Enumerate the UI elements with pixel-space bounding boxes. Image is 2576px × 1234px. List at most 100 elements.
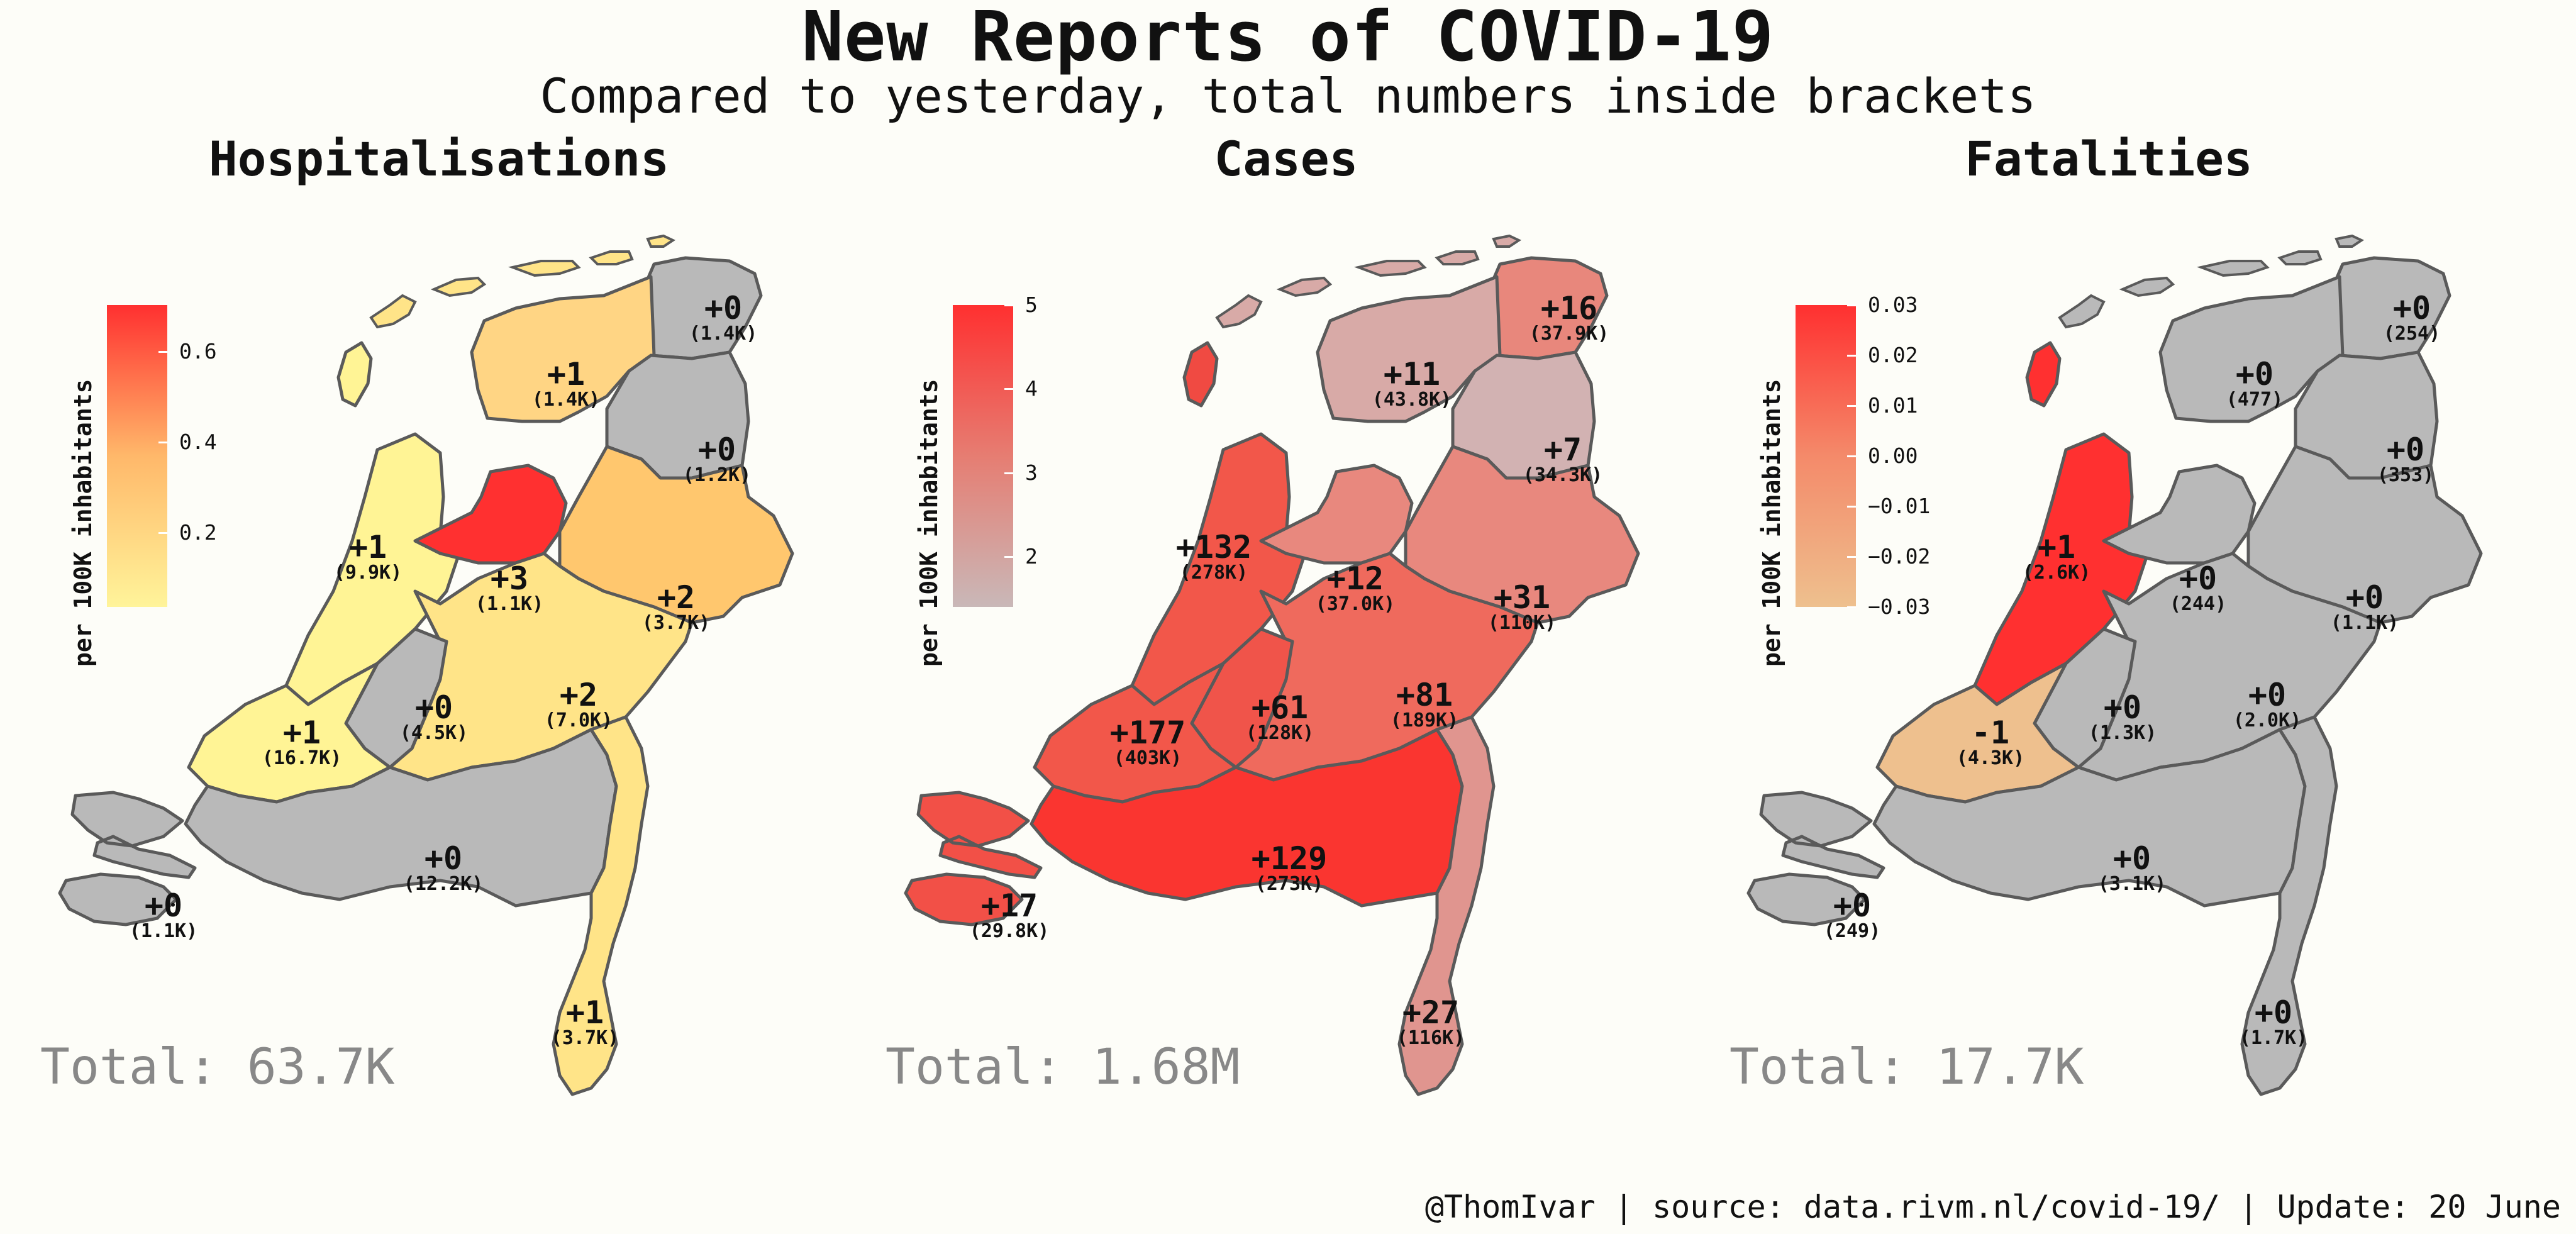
region-friesland[interactable] [2158,275,2345,423]
netherlands-map [904,234,1640,1096]
legend-tick-label: −0.03 [1868,594,1931,619]
region-delta: +0 [1833,887,1872,924]
legend-tick-mark [158,351,167,353]
legend-color-bar [107,305,167,607]
wadden-island-2 [1276,276,1333,297]
legend-tick-mark [1847,304,1856,306]
region-delta: +2 [559,677,598,713]
region-label-flevoland: +3 (1.1K) [475,562,543,614]
region-delta: +1 [565,994,604,1031]
page-title: New Reports of COVID-19 [801,0,1775,77]
region-limburg[interactable] [1397,715,1496,1096]
region-label-utrecht: +0 (1.3K) [2089,691,2157,743]
region-delta: +0 [144,887,183,924]
map-panel-fatalities: 0.03 0.02 0.01 0.00 −0.01 −0.02 −0.03 per 100K … [1726,201,2576,1157]
region-total: (43.8K) [1372,389,1452,411]
region-total: (249) [1823,920,1881,942]
region-delta: +129 [1251,840,1328,877]
wadden-island-4 [1435,250,1480,265]
region-limburg[interactable] [2240,715,2338,1096]
legend-tick-label: 0.4 [179,430,217,455]
region-limburg[interactable] [552,715,650,1096]
region-label-zuid-holland: -1 (4.3K) [1957,716,2024,768]
region-delta: +0 [2392,290,2431,326]
legend-color-bar [1796,305,1856,607]
legend-tick-mark [1004,555,1013,558]
region-total: (37.9K) [1529,323,1609,345]
region-total: (353) [2377,464,2434,486]
region-friesland[interactable] [470,275,656,423]
region-total: (7.0K) [544,709,613,731]
region-label-groningen: +16 (37.9K) [1530,292,1609,343]
region-label-friesland: +0 (477) [2226,358,2283,409]
region-total: (254) [2383,323,2441,345]
region-label-limburg: +1 (3.7K) [551,996,619,1048]
region-flevoland[interactable] [2102,464,2257,565]
region-total: (4.5K) [399,722,469,744]
legend-tick-label: 0.2 [179,520,217,545]
region-delta: +177 [1109,714,1186,751]
panel-title-hospitalisations: Hospitalisations [208,131,670,187]
panel-title-cases: Cases [1214,131,1358,187]
region-total: (34.3K) [1523,464,1603,486]
region-delta: +132 [1175,529,1252,565]
legend-tick-mark [1004,304,1013,306]
region-delta: +0 [2386,431,2425,468]
region-delta: +81 [1396,677,1453,713]
region-total: (1.1K) [129,920,198,942]
legend-tick-label: 0.01 [1868,392,1918,418]
region-delta: +0 [2112,840,2151,877]
region-delta: +2 [657,579,696,616]
legend-tick-label: 2 [1025,543,1038,569]
total-hospitalisations: Total: 63.7K [40,1039,395,1096]
region-total: (244) [2169,593,2227,615]
region-total: (2.6K) [2022,562,2091,584]
region-texel[interactable] [1182,341,1219,408]
region-total: (1.7K) [2239,1027,2308,1049]
legend-tick-mark [1847,606,1856,608]
total-fatalities: Total: 17.7K [1729,1039,2084,1096]
region-label-noord-brabant: +0 (1.1K) [130,889,197,941]
page-subtitle: Compared to yesterday, total numbers ins… [540,68,2036,124]
region-delta: +1 [282,714,321,751]
region-total: (128K) [1245,722,1314,744]
region-delta: +31 [1493,579,1551,616]
legend-tick-label: −0.02 [1868,543,1931,569]
region-flevoland[interactable] [413,464,568,565]
region-total: (273K) [1255,873,1324,895]
region-total: (1.1K) [475,593,544,615]
region-label-drenthe: +0 (1.2K) [683,433,751,485]
wadden-island-2 [2119,276,2175,297]
region-zeeland[interactable] [58,791,197,926]
wadden-island-5 [1492,234,1522,248]
wadden-island-3 [508,260,581,277]
region-zeeland[interactable] [1746,791,1885,926]
region-label-zeeland: +0 (3.1K) [2098,842,2166,894]
region-label-flevoland: +12 (37.0K) [1316,562,1395,614]
region-total: (189K) [1390,709,1459,731]
region-total: (110K) [1487,612,1557,634]
region-texel[interactable] [336,341,373,408]
region-friesland[interactable] [1316,275,1502,423]
wadden-island-4 [2277,250,2323,265]
region-label-overijssel: +2 (3.7K) [642,581,710,633]
region-label-limburg: +0 (1.7K) [2240,996,2307,1048]
region-label-noord-holland: +1 (9.9K) [334,531,402,582]
legend-tick-label: 4 [1025,376,1038,401]
region-flevoland[interactable] [1259,464,1414,565]
region-label-gelderland: +0 (2.0K) [2233,679,2301,730]
region-texel[interactable] [2025,341,2062,408]
region-label-noord-holland: +132 (278K) [1176,531,1252,582]
region-label-gelderland: +2 (7.0K) [545,679,613,730]
legend-tick-label: −0.01 [1868,494,1931,519]
region-delta: +0 [2254,994,2293,1031]
region-delta: +0 [2345,579,2384,616]
region-label-noord-brabant: +17 (29.8K) [970,889,1049,941]
wadden-island-1 [369,294,417,329]
region-label-zuid-holland: +1 (16.7K) [262,716,341,768]
wadden-island-1 [1215,294,1263,329]
region-delta: +0 [424,840,463,877]
region-delta: +3 [490,560,529,597]
region-zeeland[interactable] [904,791,1043,926]
region-total: (9.9K) [333,562,402,584]
